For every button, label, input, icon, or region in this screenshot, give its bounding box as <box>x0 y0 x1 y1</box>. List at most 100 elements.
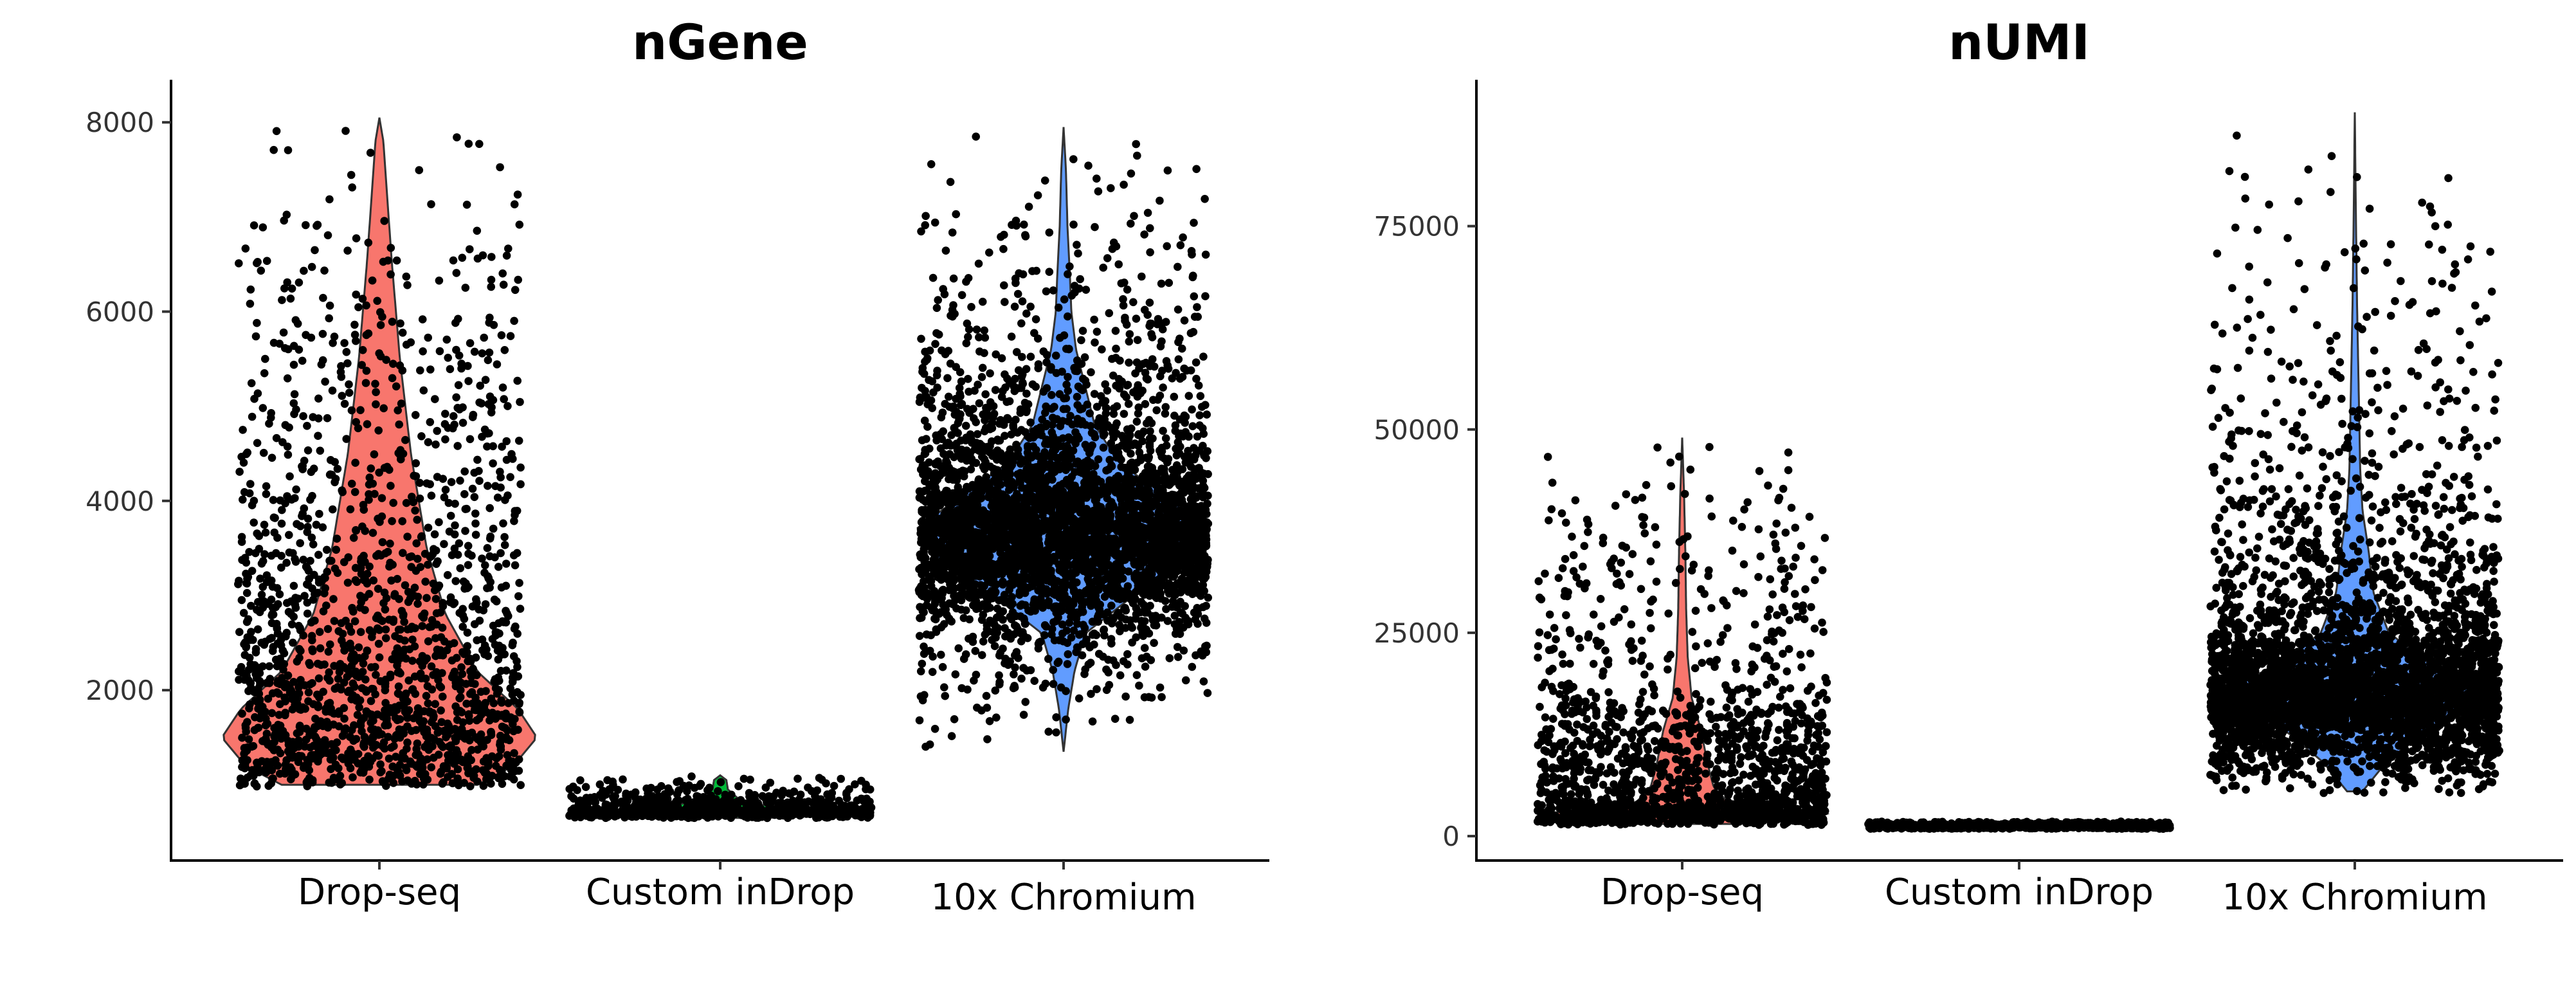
data-point <box>1157 279 1166 288</box>
data-point <box>1024 203 1033 211</box>
data-point <box>1076 275 1084 284</box>
data-point <box>278 506 286 515</box>
data-point <box>1165 278 1174 287</box>
data-point <box>423 682 432 691</box>
data-point <box>380 217 388 225</box>
data-point <box>440 637 449 646</box>
data-point <box>254 597 262 606</box>
data-point <box>440 493 449 502</box>
data-point <box>238 733 246 742</box>
data-point <box>513 662 522 671</box>
data-point <box>275 340 284 348</box>
data-point <box>370 450 379 459</box>
data-point <box>415 166 424 174</box>
data-point <box>1130 212 1138 221</box>
data-point <box>417 533 426 542</box>
data-point <box>290 390 299 399</box>
data-point <box>304 446 313 455</box>
data-point <box>1049 680 1058 688</box>
data-point <box>458 670 467 679</box>
data-point <box>280 683 289 691</box>
data-point <box>337 372 346 381</box>
data-point <box>470 493 479 502</box>
data-point <box>464 140 473 148</box>
data-point <box>779 787 787 795</box>
data-point <box>1023 442 1032 450</box>
data-point <box>1145 693 1153 702</box>
data-point <box>631 793 640 802</box>
data-point <box>394 689 403 698</box>
data-point <box>365 490 373 498</box>
data-point <box>468 602 477 611</box>
data-point <box>1105 309 1114 318</box>
data-point <box>320 589 329 597</box>
data-point <box>286 472 294 480</box>
data-point <box>278 296 286 304</box>
data-point <box>1077 336 1085 345</box>
data-point <box>408 635 417 644</box>
data-point <box>248 567 257 575</box>
data-point <box>285 531 293 540</box>
data-point <box>612 808 621 817</box>
data-point <box>381 605 390 614</box>
data-point <box>964 374 972 383</box>
data-point <box>424 699 432 707</box>
data-point <box>430 530 439 539</box>
data-point <box>500 650 509 659</box>
data-point <box>433 426 441 435</box>
data-point <box>1112 660 1120 670</box>
data-point <box>498 269 507 278</box>
data-point <box>1083 400 1092 409</box>
data-point <box>299 556 308 564</box>
data-point <box>329 339 337 347</box>
data-point <box>252 673 261 682</box>
data-point <box>982 691 991 700</box>
data-point <box>675 786 684 794</box>
data-point <box>250 725 259 734</box>
data-point <box>502 618 511 627</box>
data-point <box>260 369 269 378</box>
data-point <box>467 551 476 560</box>
data-point <box>451 521 459 530</box>
data-point <box>1112 344 1120 353</box>
data-point <box>302 221 310 230</box>
data-point <box>476 381 484 390</box>
data-point <box>619 775 627 784</box>
data-point <box>367 697 376 706</box>
data-point <box>516 397 524 406</box>
data-point <box>500 533 509 542</box>
data-point <box>268 709 277 718</box>
data-point <box>389 360 397 368</box>
data-point <box>1116 671 1125 680</box>
data-point <box>304 567 313 575</box>
data-point <box>516 480 525 489</box>
data-point <box>413 599 422 608</box>
data-point <box>322 545 331 554</box>
data-point <box>1156 196 1164 205</box>
data-point <box>502 666 511 675</box>
data-point <box>457 663 466 671</box>
data-point <box>438 623 447 632</box>
data-point <box>411 689 420 698</box>
data-point <box>1193 303 1201 311</box>
data-point <box>941 691 949 700</box>
data-point <box>439 692 447 701</box>
data-point <box>269 145 278 154</box>
data-point <box>466 339 475 347</box>
data-point <box>298 356 307 365</box>
data-point <box>295 644 304 653</box>
data-point <box>359 506 368 514</box>
data-point <box>1146 224 1154 233</box>
data-point <box>502 560 511 568</box>
data-point <box>307 468 316 477</box>
data-point <box>284 450 293 459</box>
data-point <box>241 244 250 253</box>
data-point <box>281 711 289 720</box>
data-point <box>360 733 369 742</box>
data-point <box>951 670 960 679</box>
data-point <box>262 761 271 770</box>
data-point <box>1150 639 1158 647</box>
data-point <box>978 297 987 306</box>
data-point <box>276 700 284 709</box>
data-point <box>444 756 453 765</box>
